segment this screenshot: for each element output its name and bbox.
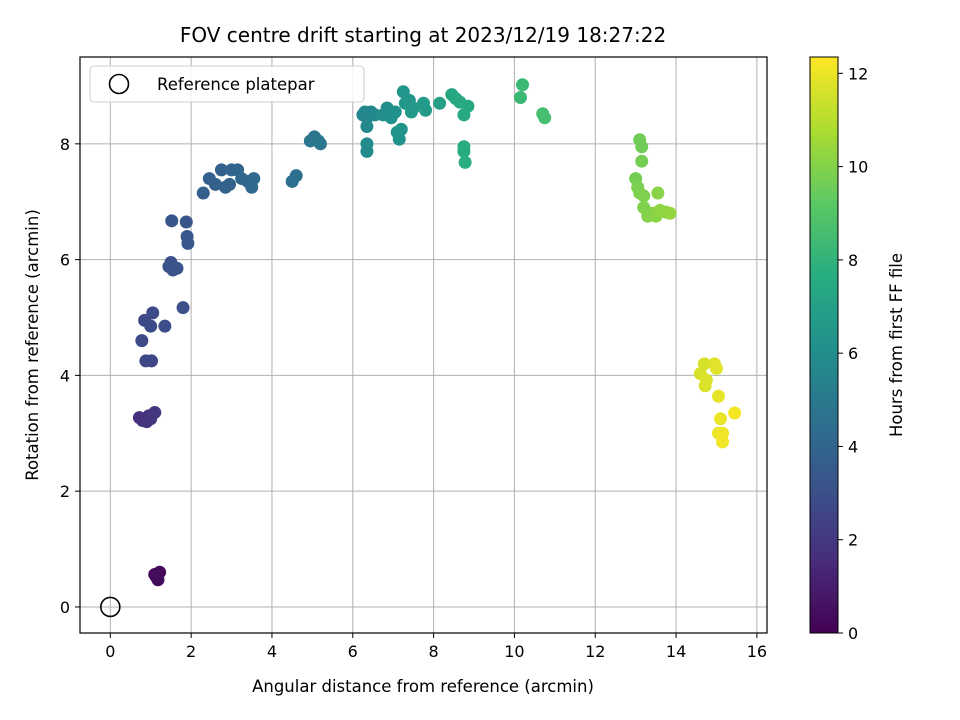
data-point xyxy=(146,306,160,320)
colorbar-ticks: 0 2 4 6 8 10 12 xyxy=(838,64,868,643)
y-tick-label: 8 xyxy=(60,135,70,154)
x-tick-label: 0 xyxy=(105,642,115,661)
data-point xyxy=(149,570,163,584)
data-point xyxy=(461,99,475,113)
data-point xyxy=(419,103,433,117)
chart-title: FOV centre drift starting at 2023/12/19 … xyxy=(180,23,666,47)
data-point xyxy=(170,261,184,275)
colorbar-tick-label: 8 xyxy=(848,251,858,270)
x-tick-label: 6 xyxy=(348,642,358,661)
x-tick-label: 8 xyxy=(429,642,439,661)
y-axis-ticks: 0 2 4 6 8 xyxy=(60,135,80,617)
data-point xyxy=(637,189,651,203)
y-tick-label: 4 xyxy=(60,366,70,385)
legend-marker xyxy=(108,73,130,95)
data-points xyxy=(132,78,742,587)
x-tick-label: 12 xyxy=(585,642,605,661)
x-tick-label: 4 xyxy=(267,642,277,661)
data-point xyxy=(360,144,374,158)
data-point xyxy=(709,361,723,375)
legend-entry-reference: Reference platepar xyxy=(157,75,315,94)
data-point xyxy=(181,236,195,250)
data-point xyxy=(716,435,730,449)
x-tick-label: 14 xyxy=(666,642,686,661)
data-point xyxy=(388,105,402,119)
colorbar-tick-label: 0 xyxy=(848,624,858,643)
data-point xyxy=(538,111,552,125)
data-point xyxy=(135,334,149,348)
data-point xyxy=(392,132,406,146)
y-tick-label: 0 xyxy=(60,598,70,617)
data-point xyxy=(223,177,237,191)
data-point xyxy=(179,215,193,229)
data-point xyxy=(651,186,665,200)
data-point xyxy=(394,122,408,136)
data-point xyxy=(196,186,210,200)
x-tick-label: 2 xyxy=(186,642,196,661)
data-point xyxy=(145,354,159,368)
data-point xyxy=(663,206,677,220)
legend: Reference platepar xyxy=(89,65,365,103)
data-point xyxy=(698,379,712,393)
colorbar-tick-label: 12 xyxy=(848,64,868,83)
data-point xyxy=(712,389,726,403)
x-tick-label: 16 xyxy=(747,642,767,661)
data-point xyxy=(406,101,420,115)
data-point xyxy=(635,154,649,168)
data-point xyxy=(176,301,190,315)
data-point xyxy=(728,406,742,420)
y-axis-label: Rotation from reference (arcmin) xyxy=(23,209,42,481)
data-point xyxy=(697,357,711,371)
x-axis-label: Angular distance from reference (arcmin) xyxy=(252,677,594,696)
data-point xyxy=(360,119,374,133)
data-point xyxy=(144,319,158,333)
y-tick-label: 6 xyxy=(60,251,70,270)
y-tick-label: 2 xyxy=(60,482,70,501)
data-point xyxy=(313,137,327,151)
data-point xyxy=(247,172,261,186)
data-point xyxy=(158,319,172,333)
colorbar-tick-label: 4 xyxy=(848,437,858,456)
data-point xyxy=(214,163,228,177)
colorbar-tick-label: 6 xyxy=(848,344,858,363)
data-point xyxy=(714,412,728,426)
data-point xyxy=(457,144,471,158)
data-point xyxy=(458,155,472,169)
colorbar-tick-label: 2 xyxy=(848,531,858,550)
data-point xyxy=(635,140,649,154)
data-point xyxy=(144,412,158,426)
plot-frame xyxy=(79,56,768,634)
x-tick-label: 10 xyxy=(504,642,524,661)
data-point xyxy=(433,96,447,110)
colorbar-label: Hours from first FF file xyxy=(887,253,906,437)
colorbar-tick-label: 10 xyxy=(848,158,868,177)
grid xyxy=(80,57,767,633)
data-point xyxy=(513,91,527,105)
data-point xyxy=(208,177,222,191)
reference-marker xyxy=(100,596,121,618)
x-axis-ticks: 0 2 4 6 8 10 12 14 16 xyxy=(105,633,767,661)
legend-box xyxy=(89,65,365,103)
data-point xyxy=(165,214,179,228)
data-point xyxy=(516,78,530,92)
colorbar xyxy=(809,56,839,634)
data-point xyxy=(289,169,303,183)
